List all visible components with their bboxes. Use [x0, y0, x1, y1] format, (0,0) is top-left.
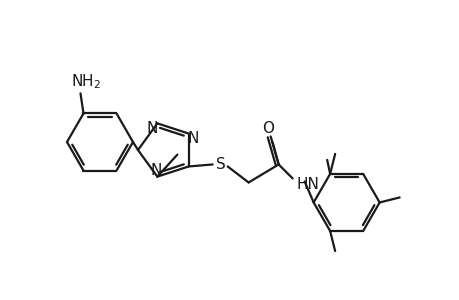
Text: N: N	[146, 121, 158, 136]
Text: O: O	[261, 121, 273, 136]
Text: N: N	[188, 131, 199, 146]
Text: S: S	[215, 157, 225, 172]
Text: NH$_2$: NH$_2$	[71, 72, 101, 91]
Text: N: N	[151, 163, 162, 178]
Text: HN: HN	[296, 177, 319, 192]
